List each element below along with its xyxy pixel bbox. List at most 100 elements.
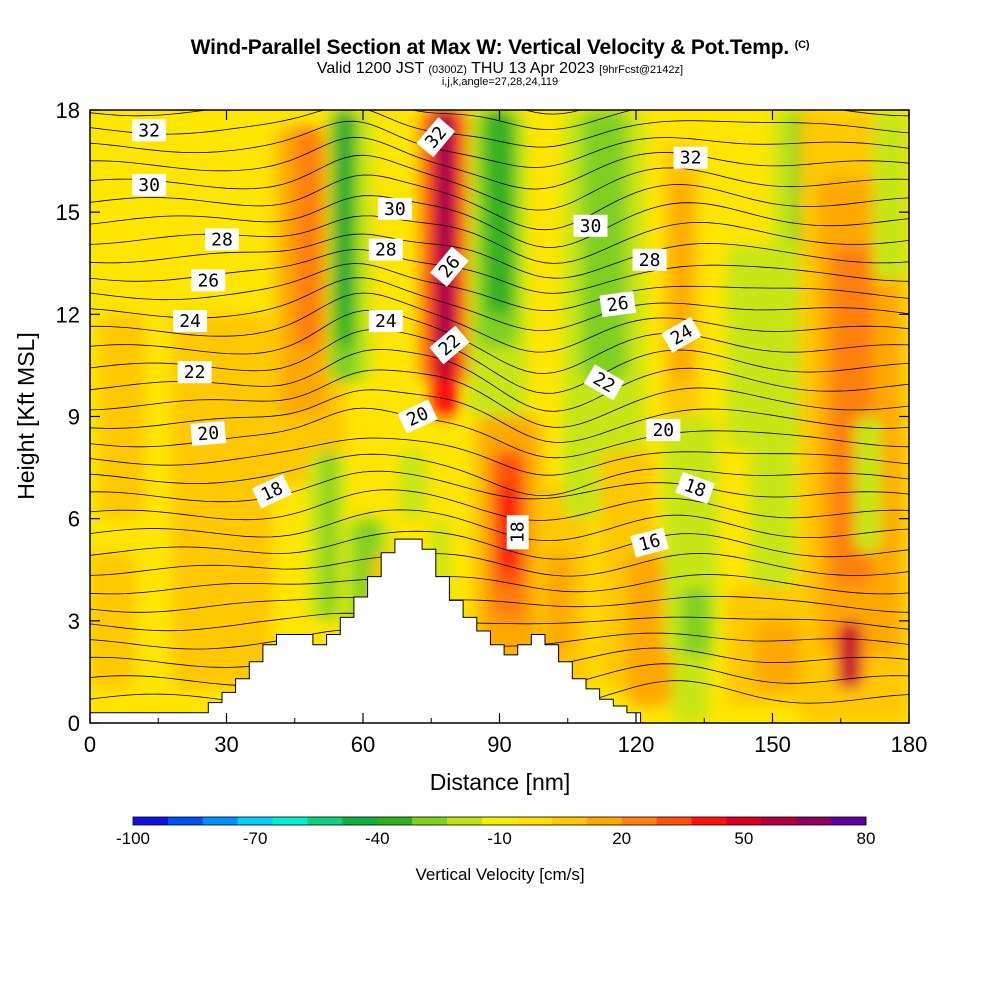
x-tick-label: 150	[754, 732, 791, 757]
x-tick-label: 120	[618, 732, 655, 757]
contour-label-text: 26	[606, 293, 630, 317]
colorbar-tick-label: -100	[116, 829, 150, 848]
contour-label-text: 28	[639, 250, 661, 271]
contour-label-text: 20	[652, 420, 674, 441]
contour-label: 26	[191, 269, 226, 292]
contour-label-text: 30	[384, 199, 406, 220]
theta-contour	[90, 249, 909, 294]
colorbar-tick-label: -40	[365, 829, 390, 848]
velocity-region	[672, 178, 691, 383]
chart-title-text: Wind-Parallel Section at Max W: Vertical…	[190, 36, 790, 59]
plot-area: 3230282624222018302824203226221830322826…	[90, 110, 909, 723]
theta-contour	[90, 530, 909, 560]
colorbar-swatch	[272, 817, 308, 825]
theta-contour	[90, 489, 909, 521]
colorbar-tick-label: 80	[857, 829, 876, 848]
theta-contour	[524, 110, 582, 115]
contour-label-box	[132, 119, 167, 142]
chart-title: Wind-Parallel Section at Max W: Vertical…	[0, 36, 1000, 60]
contour-label-box	[661, 316, 702, 353]
contour-label-text: 32	[680, 148, 702, 169]
contour-label-box	[368, 310, 403, 333]
contour-label: 18	[506, 515, 529, 550]
contour-label-box	[377, 197, 412, 220]
theta-contour	[90, 328, 909, 394]
velocity-region	[340, 110, 350, 315]
theta-contour	[90, 453, 909, 497]
colorbar-swatch	[133, 817, 169, 825]
contour-label: 16	[630, 527, 669, 558]
contour-label-box	[429, 325, 470, 365]
contour-label-box	[646, 419, 681, 442]
theta-contour	[90, 348, 909, 412]
contour-label: 32	[673, 146, 708, 169]
x-tick-label: 30	[214, 732, 238, 757]
y-axis: 0 3 6 9 12 15 18	[56, 98, 909, 736]
contour-label-box	[132, 173, 167, 196]
contour-label-box	[573, 214, 608, 237]
theta-contour	[90, 470, 909, 503]
contour-label: 30	[573, 214, 608, 237]
contour-label-box	[599, 290, 637, 318]
colorbar-tick-label: -10	[487, 829, 512, 848]
colorbar-swatch	[167, 817, 204, 825]
velocity-region	[840, 620, 859, 689]
velocity-region	[90, 552, 136, 689]
contour-label-box	[416, 117, 456, 158]
y-tick-label: 15	[56, 200, 80, 225]
colorbar-swatch	[586, 817, 623, 825]
theta-contour	[90, 574, 909, 595]
velocity-region	[626, 552, 673, 706]
colorbar-swatch	[621, 817, 658, 825]
theta-contour	[90, 120, 909, 168]
velocity-region	[872, 110, 909, 281]
contour-label-box	[430, 246, 469, 287]
y-axis-label: Height [Kft MSL]	[13, 332, 39, 499]
theta-contour	[90, 292, 909, 353]
contour-label-box	[251, 474, 293, 509]
contour-labels: 3230282624222018302824203226221830322826…	[132, 117, 715, 558]
colorbar-swatch	[517, 817, 553, 825]
contour-label: 32	[132, 119, 167, 142]
colorbar-swatch	[307, 817, 343, 825]
colorbar-swatch	[377, 817, 413, 825]
contour-label-box	[190, 421, 227, 446]
terrain-mask	[90, 538, 909, 723]
colorbar: -100 -70 -40 -10 20 50 80	[116, 816, 876, 848]
contour-label-box	[583, 364, 625, 401]
colorbar-swatch	[761, 817, 797, 825]
velocity-region	[749, 450, 796, 587]
contour-label: 26	[599, 290, 637, 318]
contour-label-text: 24	[179, 311, 201, 332]
contour-label-text: 30	[138, 175, 160, 196]
y-tick-label: 12	[56, 302, 80, 327]
velocity-region	[440, 110, 450, 349]
y-tick-label: 9	[68, 405, 80, 430]
contour-label: 24	[368, 310, 403, 333]
contour-label-text: 30	[580, 216, 602, 237]
contour-label: 20	[646, 419, 681, 442]
x-tick-label: 180	[891, 732, 928, 757]
contour-label-box	[630, 527, 669, 558]
contour-label-box	[177, 361, 212, 384]
velocity-region	[581, 110, 627, 383]
contour-label-box	[368, 238, 403, 261]
contour-label-text: 28	[211, 229, 233, 250]
colorbar-swatch	[447, 817, 483, 825]
contour-label: 28	[632, 248, 667, 271]
theta-contour	[90, 509, 909, 542]
valid-prefix: Valid 1200 JST	[316, 60, 424, 77]
theta-contour	[90, 263, 909, 312]
contour-label-box	[632, 248, 667, 271]
colorbar-swatch	[726, 817, 762, 825]
theta-contour	[90, 552, 909, 577]
theta-contour	[90, 195, 909, 248]
y-tick-label: 0	[68, 711, 80, 736]
colorbar-swatch	[237, 817, 274, 825]
contour-label-box	[675, 471, 715, 505]
contour-label: 30	[132, 173, 167, 196]
theta-contour	[90, 277, 909, 332]
contour-label: 30	[377, 197, 412, 220]
colorbar-swatch	[482, 817, 518, 825]
